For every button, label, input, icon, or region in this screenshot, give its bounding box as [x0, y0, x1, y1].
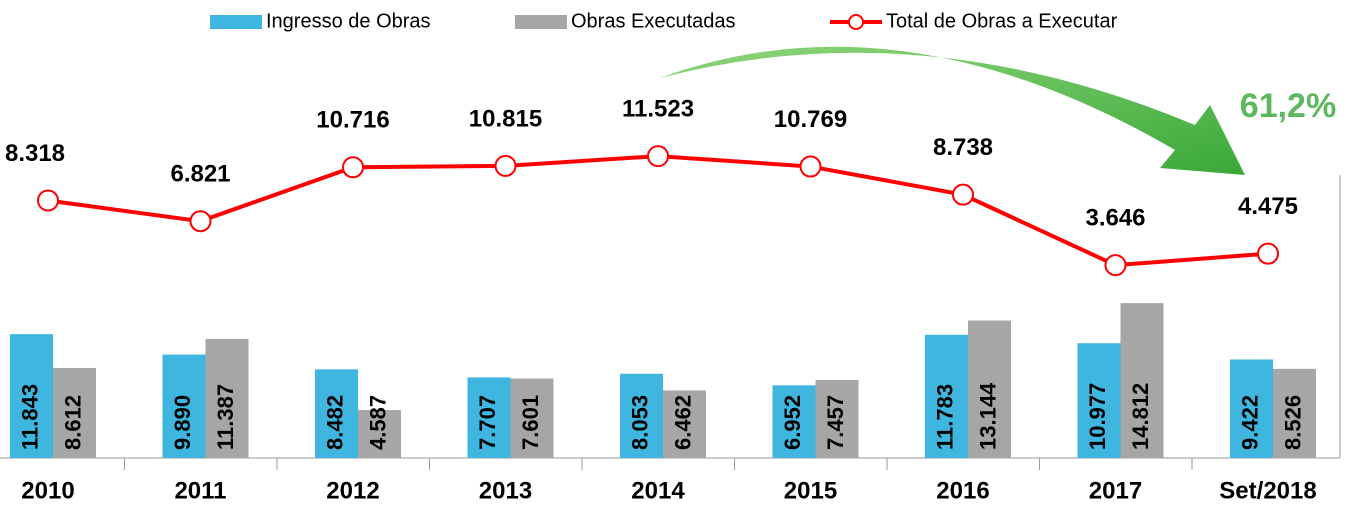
bar	[925, 334, 968, 458]
x-tick-label: 2016	[936, 477, 989, 504]
bar	[1077, 343, 1121, 458]
bar-value-label: 13.144	[975, 382, 1000, 450]
bar-value-label: 4.587	[365, 395, 390, 450]
bar-value-label: 11.387	[213, 384, 238, 450]
legend-swatch	[515, 15, 567, 29]
x-tick-label: 2014	[631, 477, 685, 504]
line-marker	[189, 210, 212, 233]
bar-value-label: 6.952	[780, 395, 805, 450]
line-value-label: 10.769	[774, 106, 847, 133]
bar	[315, 369, 358, 458]
bar	[358, 410, 401, 458]
bar-value-label: 8.612	[60, 395, 85, 450]
line-value-label: 3.646	[1085, 204, 1145, 231]
bar	[620, 373, 663, 458]
line-value-label: 10.716	[316, 107, 389, 134]
bar-value-label: 11.783	[932, 384, 957, 450]
bar	[1230, 359, 1273, 458]
bar-value-label: 8.053	[627, 395, 652, 450]
legend-label: Ingresso de Obras	[266, 10, 431, 32]
legend-swatch	[210, 15, 262, 29]
line-marker	[342, 156, 364, 179]
bar-value-label: 11.843	[17, 384, 42, 450]
line-value-label: 10.815	[469, 105, 542, 132]
bar-value-label: 10.977	[1085, 383, 1110, 450]
line-marker	[952, 183, 974, 206]
bar	[162, 354, 206, 458]
legend-label: Obras Executadas	[571, 10, 736, 32]
bar	[53, 367, 96, 458]
bar-value-label: 9.422	[1237, 395, 1262, 450]
x-tick-label: Set/2018	[1219, 477, 1316, 504]
line-marker	[494, 154, 517, 177]
line-value-label: 6.821	[170, 161, 230, 188]
bar-value-label: 7.707	[475, 395, 500, 450]
line-marker	[647, 145, 669, 168]
bar-value-label: 6.462	[670, 395, 695, 450]
line-value-label: 11.523	[622, 95, 694, 122]
line-marker	[37, 189, 59, 212]
bar-value-label: 14.812	[1128, 383, 1153, 450]
x-tick-label: 2017	[1089, 477, 1142, 504]
x-tick-label: 2013	[479, 477, 532, 504]
legend-marker	[848, 14, 864, 30]
bar	[1120, 303, 1164, 458]
bar	[205, 338, 249, 458]
bar	[772, 385, 816, 458]
x-tick-label: 2015	[784, 477, 837, 504]
x-tick-label: 2012	[326, 477, 379, 504]
bar-value-label: 7.457	[823, 395, 848, 450]
line-value-label: 8.738	[933, 134, 993, 161]
bar	[1273, 368, 1316, 458]
bar	[968, 320, 1011, 458]
bar	[10, 334, 53, 458]
x-tick-label: 2010	[21, 477, 74, 504]
bar-value-label: 9.890	[170, 395, 195, 450]
line-value-label: 4.475	[1238, 193, 1298, 220]
bar	[467, 377, 511, 458]
line-marker	[1104, 254, 1127, 277]
x-tick-label: 2011	[174, 477, 226, 504]
bar-value-label: 7.601	[518, 395, 543, 450]
bar	[663, 390, 706, 458]
bar-value-label: 8.526	[1280, 395, 1305, 450]
trend-arrow	[660, 46, 1245, 175]
bar	[510, 378, 554, 458]
line-marker	[799, 155, 822, 178]
line-marker	[1257, 242, 1279, 265]
line-value-label: 8.318	[5, 140, 65, 167]
annotation: 61,2%	[1240, 87, 1336, 125]
legend-label: Total de Obras a Executar	[886, 10, 1118, 32]
bar	[815, 380, 859, 458]
bar-value-label: 8.482	[322, 395, 347, 450]
